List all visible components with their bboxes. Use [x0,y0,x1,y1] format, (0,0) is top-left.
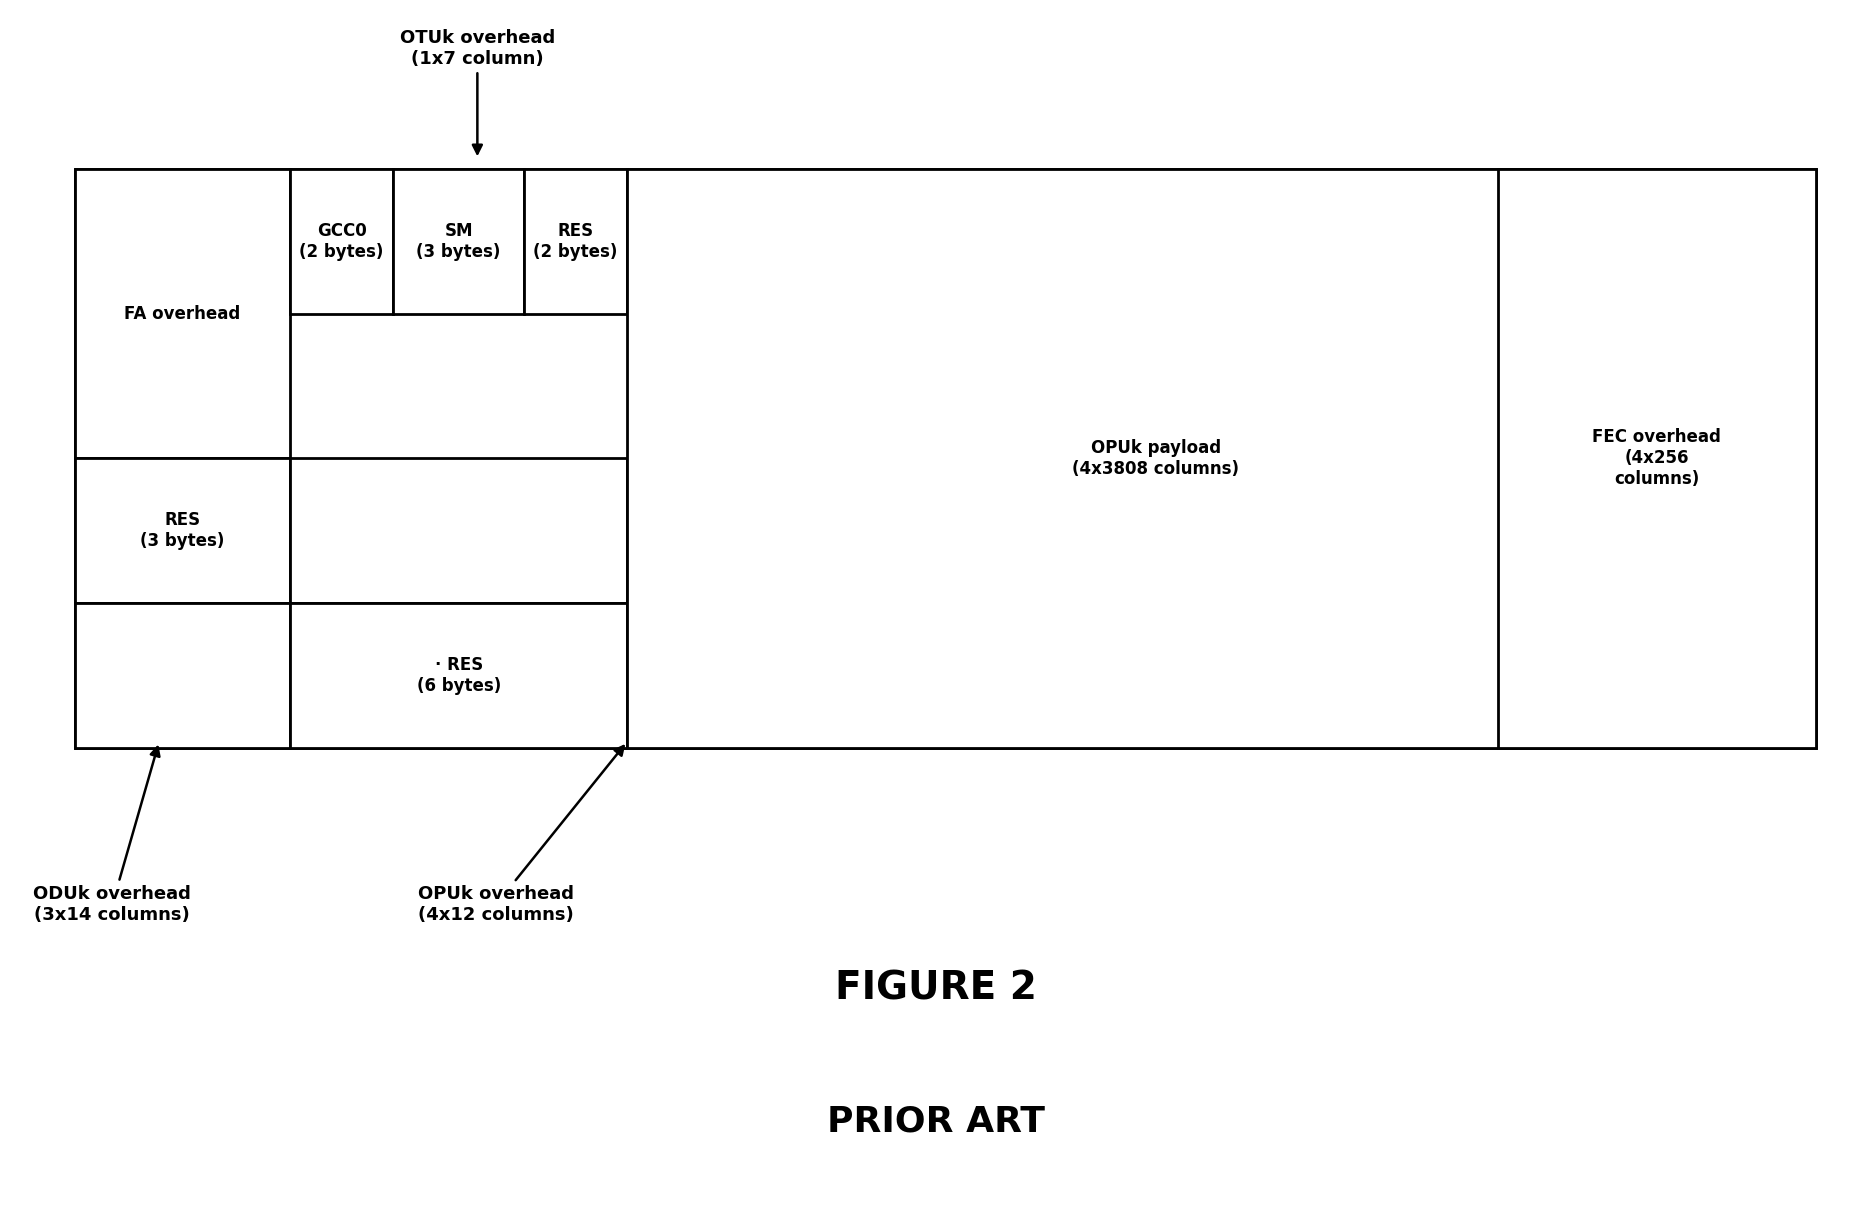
Text: OPUk payload
(4x3808 columns): OPUk payload (4x3808 columns) [1073,439,1239,478]
Text: RES
(2 bytes): RES (2 bytes) [534,222,618,260]
Text: FEC overhead
(4x256
columns): FEC overhead (4x256 columns) [1593,428,1720,488]
FancyBboxPatch shape [75,169,1816,748]
Text: SM
(3 bytes): SM (3 bytes) [416,222,502,260]
FancyBboxPatch shape [627,169,1685,748]
Text: PRIOR ART: PRIOR ART [827,1105,1045,1138]
Text: · RES
(6 bytes): · RES (6 bytes) [416,656,502,695]
FancyBboxPatch shape [393,169,524,314]
FancyBboxPatch shape [75,458,290,603]
Text: RES
(3 bytes): RES (3 bytes) [140,511,225,550]
FancyBboxPatch shape [290,169,393,314]
Text: ODUk overhead
(3x14 columns): ODUk overhead (3x14 columns) [34,747,191,924]
FancyBboxPatch shape [290,603,627,748]
Text: GCC0
(2 bytes): GCC0 (2 bytes) [300,222,384,260]
FancyBboxPatch shape [75,169,290,458]
Text: FIGURE 2: FIGURE 2 [835,970,1037,1008]
Text: OTUk overhead
(1x7 column): OTUk overhead (1x7 column) [401,29,554,153]
FancyBboxPatch shape [1498,169,1816,748]
FancyBboxPatch shape [290,458,627,603]
Text: FA overhead: FA overhead [124,305,241,322]
FancyBboxPatch shape [524,169,627,314]
FancyBboxPatch shape [75,603,290,748]
Text: OPUk overhead
(4x12 columns): OPUk overhead (4x12 columns) [417,747,623,924]
